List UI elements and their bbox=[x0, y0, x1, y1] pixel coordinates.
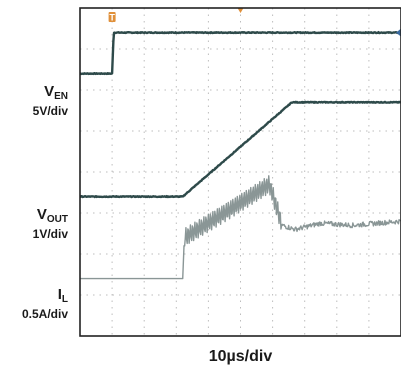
x-axis-label: 10µs/div bbox=[208, 348, 273, 365]
channel-label-il: IL 0.5A/div bbox=[22, 287, 68, 320]
trace-il bbox=[79, 175, 401, 280]
plot-frame bbox=[79, 7, 401, 337]
channel-label-en: VEN 5V/div bbox=[33, 84, 68, 117]
channel-symbol: V bbox=[36, 206, 47, 223]
channel-subscript: EN bbox=[54, 91, 68, 102]
channel-symbol: I bbox=[57, 286, 62, 303]
traces bbox=[79, 30, 401, 280]
trigger-marker-box bbox=[108, 12, 116, 22]
channel-scale: 5V/div bbox=[32, 104, 68, 118]
grid bbox=[80, 8, 401, 336]
channel-scale: 1V/div bbox=[32, 227, 68, 241]
channel-scale: 0.5A/div bbox=[21, 307, 68, 321]
channel-subscript: OUT bbox=[46, 214, 68, 225]
channel-subscript: L bbox=[61, 294, 68, 305]
time-marker bbox=[237, 8, 244, 13]
channel-symbol: V bbox=[44, 83, 55, 100]
trace-vout bbox=[79, 100, 401, 199]
trace-en bbox=[79, 30, 401, 76]
markers: T bbox=[108, 8, 401, 37]
trigger-marker: T bbox=[109, 13, 115, 23]
trace-edge-arrow-icon bbox=[396, 28, 401, 37]
channel-label-vout: VOUT 1V/div bbox=[33, 207, 68, 240]
